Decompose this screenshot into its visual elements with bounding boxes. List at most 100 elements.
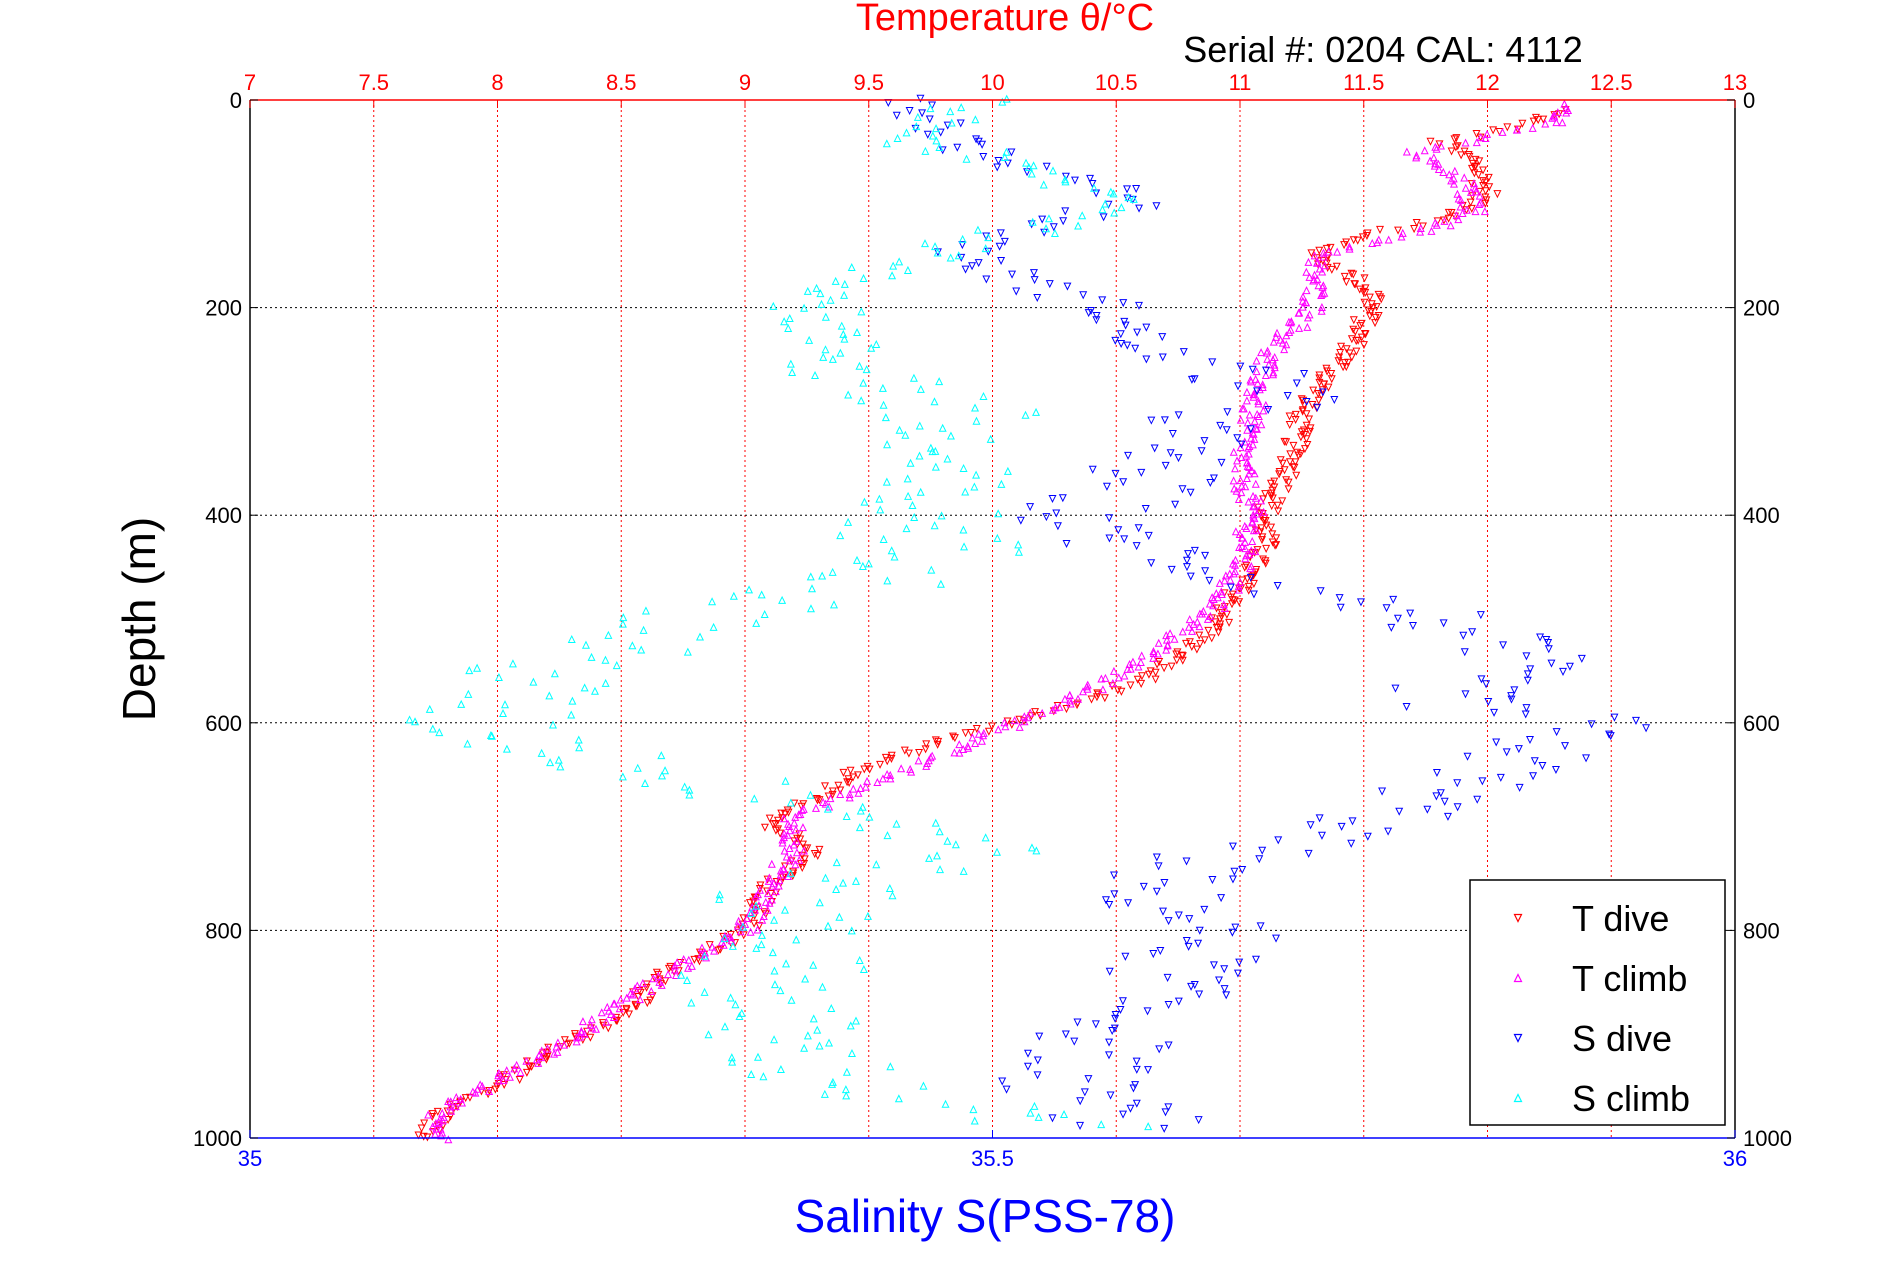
data-point — [1255, 855, 1264, 864]
data-point — [1253, 424, 1262, 433]
data-point — [902, 128, 911, 137]
data-point — [1030, 1101, 1039, 1110]
data-point — [792, 848, 801, 857]
data-point — [1349, 236, 1358, 245]
data-point — [1098, 685, 1107, 694]
data-point — [1101, 673, 1110, 682]
data-point — [1284, 478, 1293, 487]
data-point — [1170, 634, 1179, 643]
data-point — [758, 915, 767, 924]
data-point — [1252, 356, 1261, 365]
data-point — [923, 130, 932, 139]
data-point — [1352, 337, 1361, 346]
data-point — [1412, 151, 1421, 160]
data-point — [1177, 651, 1186, 660]
data-point — [836, 348, 845, 357]
data-point — [1453, 142, 1462, 151]
data-point — [971, 115, 980, 124]
data-point — [1315, 378, 1324, 387]
data-point — [928, 751, 937, 760]
data-point — [1003, 466, 1012, 475]
data-point — [752, 618, 761, 627]
data-point — [423, 1133, 432, 1142]
data-point — [1259, 507, 1268, 516]
data-point — [537, 1053, 546, 1062]
data-point — [1456, 202, 1465, 211]
data-point — [1261, 366, 1270, 375]
data-point — [657, 980, 666, 989]
data-point — [1159, 907, 1168, 916]
data-point — [1133, 328, 1142, 337]
data-point — [1471, 207, 1480, 216]
data-point — [1334, 357, 1343, 366]
data-point — [697, 943, 706, 952]
data-point — [1480, 207, 1489, 216]
data-point — [1382, 604, 1391, 613]
data-point — [1192, 645, 1201, 654]
data-point — [831, 276, 840, 285]
data-point — [776, 870, 785, 879]
data-point — [1261, 370, 1270, 379]
data-point — [1244, 469, 1253, 478]
data-point — [839, 329, 848, 338]
data-point — [867, 343, 876, 352]
temperature-tick-label: 7.5 — [358, 70, 389, 95]
data-point — [1449, 179, 1458, 188]
data-point — [816, 289, 825, 298]
data-point — [996, 229, 1005, 238]
data-point — [1228, 875, 1237, 884]
data-point — [684, 963, 693, 972]
data-point — [1292, 471, 1301, 480]
data-point — [1552, 728, 1561, 737]
data-point — [1256, 922, 1265, 931]
data-point — [1282, 340, 1291, 349]
temperature-tick-label: 10.5 — [1095, 70, 1138, 95]
data-point — [982, 232, 991, 241]
data-point — [1033, 294, 1042, 303]
data-point — [1432, 144, 1441, 153]
data-point — [886, 774, 895, 783]
data-point — [1242, 561, 1251, 570]
data-point — [897, 764, 906, 773]
data-point — [478, 1081, 487, 1090]
data-point — [568, 696, 577, 705]
data-point — [1234, 494, 1243, 503]
data-point — [1285, 327, 1294, 336]
data-point — [522, 1056, 531, 1065]
data-point — [1110, 871, 1119, 880]
data-point — [888, 891, 897, 900]
data-point — [993, 533, 1002, 542]
data-point — [946, 107, 955, 116]
data-point — [997, 479, 1006, 488]
data-point — [1108, 678, 1117, 687]
data-point — [473, 663, 482, 672]
data-point — [1440, 216, 1449, 225]
data-point — [947, 118, 956, 127]
data-point — [1270, 363, 1279, 372]
data-point — [1033, 1071, 1042, 1080]
data-point — [1235, 530, 1244, 539]
data-point — [1356, 322, 1365, 331]
data-point — [1244, 497, 1253, 506]
data-point — [661, 766, 670, 775]
data-point — [1153, 649, 1162, 658]
data-point — [463, 739, 472, 748]
data-point — [998, 1077, 1007, 1086]
data-point — [649, 974, 658, 983]
data-point — [1023, 168, 1032, 177]
data-point — [1290, 463, 1299, 472]
data-point — [1066, 699, 1075, 708]
data-point — [1365, 293, 1374, 302]
data-point — [857, 307, 866, 316]
data-point — [1133, 675, 1142, 684]
data-point — [946, 253, 955, 262]
data-point — [1475, 157, 1484, 166]
data-point — [1262, 544, 1271, 553]
data-point — [984, 233, 993, 242]
data-point — [1235, 598, 1244, 607]
data-point — [1061, 207, 1070, 216]
data-point — [464, 689, 473, 698]
data-point — [1529, 772, 1538, 781]
data-point — [978, 140, 987, 149]
data-point — [1318, 388, 1327, 397]
